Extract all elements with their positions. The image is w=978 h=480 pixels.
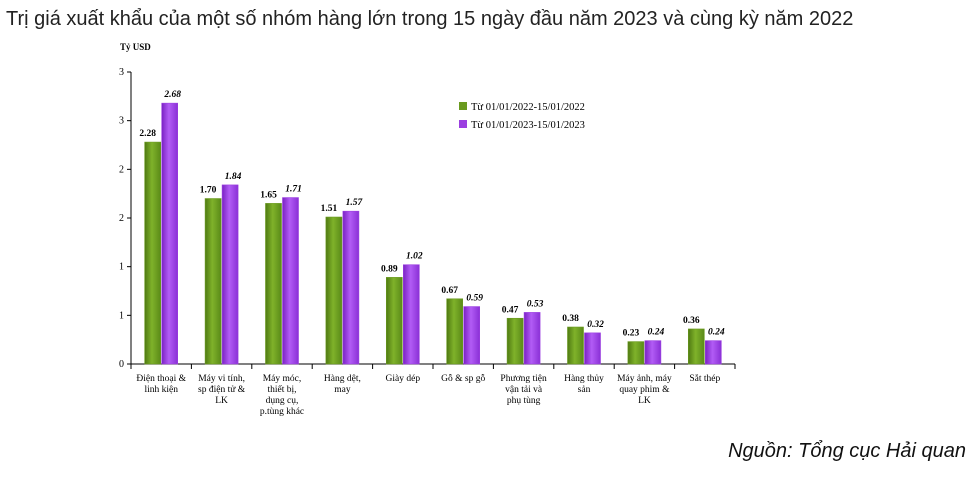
y-axis-label: Tỷ USD <box>120 42 151 52</box>
x-tick-label: Hàng dệt, may <box>324 374 361 395</box>
x-tick-label: Máy ảnh, máy quay phim & LK <box>617 374 672 406</box>
x-tick-label-line: dụng cụ, <box>266 396 299 406</box>
bar-2023 <box>282 197 299 365</box>
y-tick-label: 3 <box>119 116 124 127</box>
x-tick-label: Phương tiện vận tải và phụ tùng <box>500 374 547 406</box>
data-label-2023: 1.57 <box>346 198 364 208</box>
data-label-2023: 1.84 <box>225 172 242 182</box>
y-tick-label: 1 <box>119 262 124 273</box>
bar-2022 <box>687 328 705 365</box>
data-label-2023: 0.59 <box>466 294 483 304</box>
x-tick-label-line: Hàng thủy <box>564 374 604 384</box>
data-label-2023: 0.24 <box>708 328 725 338</box>
y-tick-label: 0 <box>119 359 124 370</box>
data-label-2023: 1.71 <box>285 185 302 195</box>
data-label-2022: 0.38 <box>562 314 579 324</box>
data-label-2022: 0.47 <box>502 305 519 315</box>
bar-2023 <box>704 340 722 365</box>
bar-2022 <box>385 277 403 365</box>
x-tick-label: Máy móc, thiết bị, dụng cụ, p.tùng khác <box>260 374 304 417</box>
source-note: Nguồn: Tổng cục Hải quan <box>728 440 966 462</box>
data-label-2022: 1.70 <box>200 186 217 196</box>
x-tick-label-line: Máy vi tính, <box>198 374 245 384</box>
x-tick-label-line: sp điện tử & <box>198 385 246 395</box>
legend-label-2022: Từ 01/01/2022-15/01/2022 <box>471 102 585 113</box>
bar-2023 <box>644 340 662 365</box>
x-tick-label-line: vận tải và <box>505 385 543 395</box>
x-tick-label: Giày dép <box>386 374 421 384</box>
x-tick-label: Hàng thủy sản <box>564 374 604 395</box>
x-tick-label: Điện thoại & linh kiện <box>136 374 186 395</box>
x-tick-label-line: Phương tiện <box>500 374 547 384</box>
bar-2022 <box>265 203 282 365</box>
bars: 2.28 2.68 1.70 1.84 1.65 1.71 1.51 1.57 0.89 1.02… <box>139 90 725 365</box>
y-tick-label: 2 <box>119 164 124 175</box>
data-label-2022: 1.51 <box>321 204 338 214</box>
bar-2022 <box>204 198 222 365</box>
bar-2022 <box>446 298 464 365</box>
data-label-2023: 0.32 <box>587 320 604 330</box>
legend-swatch-2023 <box>459 120 467 128</box>
x-tick-label-line: Điện thoại & <box>136 374 186 384</box>
data-label-2022: 2.28 <box>139 129 156 139</box>
data-label-2022: 0.36 <box>683 316 700 326</box>
data-label-2022: 0.67 <box>441 286 458 296</box>
data-label-2023: 1.02 <box>406 252 423 262</box>
x-tick-label-line: p.tùng khác <box>260 407 304 417</box>
x-tick-label: Sắt thép <box>689 373 720 384</box>
bar-2022 <box>567 326 584 365</box>
data-label-2023: 0.53 <box>527 299 544 309</box>
x-tick-label-line: Hàng dệt, <box>324 374 361 384</box>
bar-2022 <box>506 317 524 365</box>
x-tick-label-line: Sắt thép <box>689 373 720 384</box>
x-tick-label-line: may <box>334 385 351 395</box>
data-label-2023: 2.68 <box>163 90 181 100</box>
bar-2023 <box>221 184 239 365</box>
bar-2022 <box>325 216 343 365</box>
x-tick-label: Gỗ & sp gỗ <box>441 373 485 384</box>
x-tick-label-line: Gỗ & sp gỗ <box>441 373 485 384</box>
legend-label-2023: Từ 01/01/2023-15/01/2023 <box>471 120 585 131</box>
bar-2022 <box>627 341 645 365</box>
legend-swatch-2022 <box>459 102 467 110</box>
x-tick-label: Máy vi tính, sp điện tử & LK <box>198 374 246 406</box>
y-tick-label: 2 <box>119 213 124 224</box>
bar-2023 <box>161 102 178 365</box>
bar-2023 <box>342 210 360 365</box>
legend: Từ 01/01/2022-15/01/2022 Từ 01/01/2023-15… <box>459 102 585 131</box>
x-tick-label-line: thiết bị, <box>267 384 296 395</box>
x-tick-label-line: Máy ảnh, máy <box>617 374 672 384</box>
x-tick-label-line: linh kiện <box>144 385 178 395</box>
chart-title: Trị giá xuất khẩu của một số nhóm hàng l… <box>6 8 854 30</box>
axes: 0 1 1 2 2 3 3 Điện thoại & linh kiện Máy vi tính,… <box>119 67 736 417</box>
bar-2023 <box>463 306 481 365</box>
y-tick-label: 3 <box>119 67 124 78</box>
data-label-2023: 0.24 <box>648 328 665 338</box>
bar-2023 <box>584 332 601 365</box>
y-tick-label: 1 <box>119 310 124 321</box>
x-tick-label-line: LK <box>215 396 228 406</box>
x-tick-label-line: quay phim & <box>619 385 670 395</box>
bar-2023 <box>523 312 541 365</box>
x-tick-label-line: LK <box>638 396 651 406</box>
data-label-2022: 0.23 <box>623 329 640 339</box>
x-tick-label-line: sản <box>578 385 591 395</box>
x-tick-label-line: Máy móc, <box>263 374 302 384</box>
x-tick-label-line: Giày dép <box>386 374 421 384</box>
x-tick-label-line: phụ tùng <box>507 396 541 406</box>
bar-2022 <box>144 141 161 365</box>
bar-2023 <box>402 264 420 365</box>
data-label-2022: 0.89 <box>381 264 398 274</box>
data-label-2022: 1.65 <box>260 190 277 200</box>
